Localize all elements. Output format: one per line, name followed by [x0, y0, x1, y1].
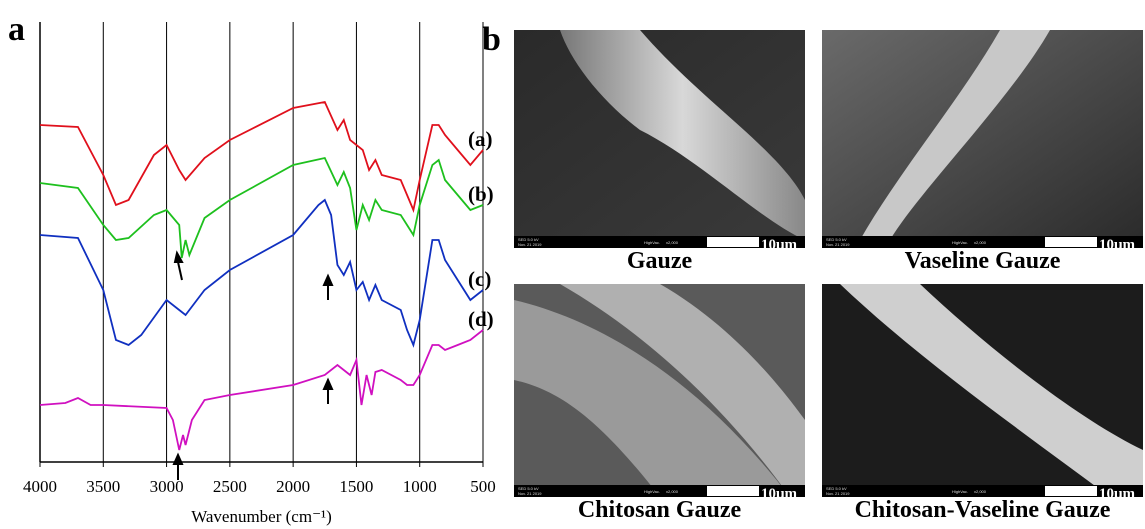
x-tick-label: 4000	[23, 477, 57, 496]
sem-info: Nov. 21 2019	[826, 491, 850, 496]
panel-label: a	[8, 11, 25, 48]
sem-image	[822, 30, 1143, 248]
series-label: (a)	[468, 127, 493, 151]
image-caption: Chitosan-Vaseline Gauze	[855, 497, 1111, 523]
series-label: (d)	[468, 307, 494, 331]
sem-image	[514, 284, 805, 497]
scale-bar	[1045, 486, 1097, 496]
image-caption: Vaseline Gauze	[905, 248, 1061, 274]
sem-info: HighVac.	[952, 240, 968, 245]
x-tick-label: 1000	[403, 477, 437, 496]
x-tick-label: 1500	[339, 477, 373, 496]
sem-info: HighVac.	[952, 489, 968, 494]
scale-bar	[707, 486, 759, 496]
x-axis-label: Wavenumber (cm⁻¹)	[191, 507, 332, 526]
scale-label: 10μm	[1099, 237, 1136, 253]
spectrum-line	[40, 158, 483, 258]
x-tick-label: 3500	[86, 477, 120, 496]
sem-info: Nov. 21 2019	[518, 491, 542, 496]
figure: a b 4000350030002500200015001000500Waven…	[0, 0, 1145, 529]
sem-image	[822, 284, 1143, 497]
series-label: (b)	[468, 182, 494, 206]
image-caption: Chitosan Gauze	[578, 497, 742, 523]
spectrum-line	[40, 330, 483, 450]
x-tick-label: 500	[470, 477, 496, 496]
image-caption: Gauze	[627, 248, 693, 274]
scale-label: 10μm	[761, 237, 798, 253]
arrows	[174, 253, 332, 480]
panel-label: b	[482, 21, 501, 58]
x-tick-label: 2500	[213, 477, 247, 496]
x-tick-label: 2000	[276, 477, 310, 496]
scale-bar	[707, 237, 759, 247]
spectrum-line	[40, 102, 483, 210]
sem-info: x2,000	[974, 240, 987, 245]
sem-info: x2,000	[666, 489, 679, 494]
sem-image	[514, 30, 805, 248]
sem-info: x2,000	[666, 240, 679, 245]
sem-info: HighVac.	[644, 489, 660, 494]
sem-info: HighVac.	[644, 240, 660, 245]
series-label: (c)	[468, 267, 491, 291]
scale-label: 10μm	[761, 486, 798, 502]
sem-info: Nov. 21 2019	[518, 242, 542, 247]
sem-info: Nov. 21 2019	[826, 242, 850, 247]
sem-info: x2,000	[974, 489, 987, 494]
scale-bar	[1045, 237, 1097, 247]
